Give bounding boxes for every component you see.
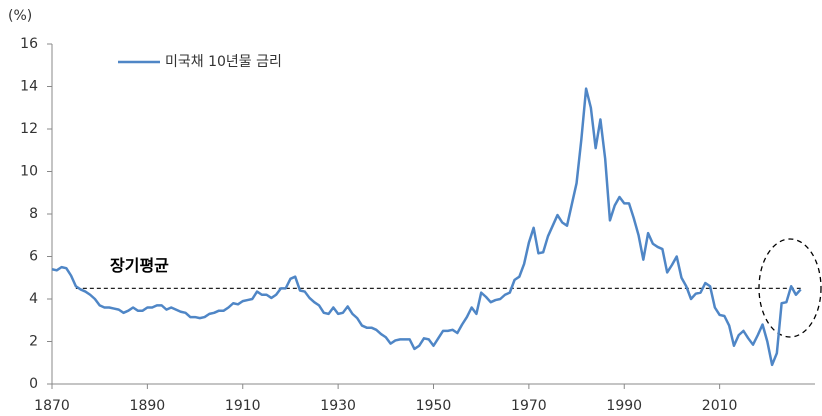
highlight-ellipse [758, 238, 822, 338]
x-tick-label: 1950 [416, 398, 452, 414]
y-tick-label: 16 [20, 36, 38, 52]
x-tick-label: 1990 [606, 398, 642, 414]
x-tick-label: 1930 [320, 398, 356, 414]
y-tick-label: 0 [29, 376, 38, 392]
x-tick-label: 1870 [34, 398, 70, 414]
y-tick-label: 12 [20, 121, 38, 137]
y-tick-label: 10 [20, 164, 38, 180]
y-tick-label: 6 [29, 249, 38, 265]
x-tick-label: 1910 [225, 398, 261, 414]
y-tick-label: 8 [29, 206, 38, 222]
y-tick-label: 2 [29, 334, 38, 350]
legend-label: 미국채 10년물 금리 [165, 54, 282, 70]
y-tick-label: 14 [20, 79, 38, 95]
x-tick-label: 1890 [130, 398, 166, 414]
y-tick-label: 4 [29, 291, 38, 307]
x-tick-label: 2010 [702, 398, 738, 414]
x-tick-label: 1970 [511, 398, 547, 414]
average-label: 장기평균 [110, 256, 169, 275]
line-series [51, 87, 802, 367]
y-axis-label: (%) [8, 8, 32, 24]
